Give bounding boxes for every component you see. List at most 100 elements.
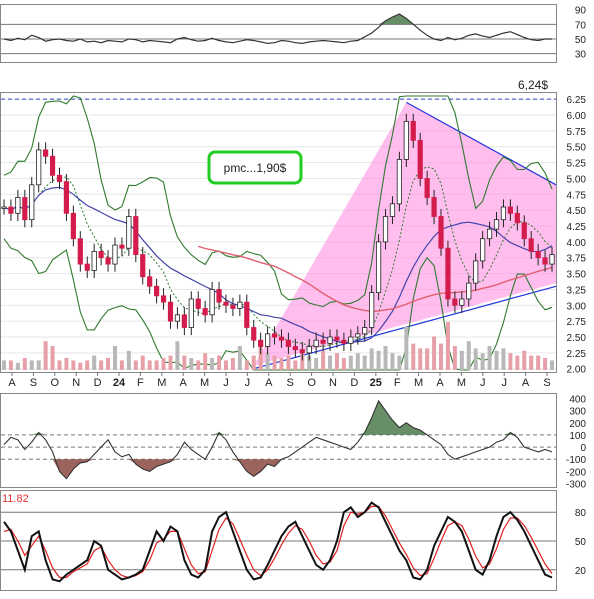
candle-body <box>264 333 271 347</box>
volume-bar <box>196 360 201 370</box>
candle-body <box>98 250 104 259</box>
candle-body <box>521 222 527 240</box>
volume-bar <box>383 346 388 370</box>
candle-body <box>147 276 153 287</box>
candle-body <box>84 263 90 271</box>
volume-bar <box>22 358 27 370</box>
volume-bar <box>425 348 430 370</box>
price-tick-label: 2.50 <box>567 333 587 344</box>
candle-body <box>369 292 375 328</box>
price-tick-label: 3.75 <box>567 254 587 265</box>
candle-body <box>216 289 222 303</box>
candle-body <box>174 314 181 322</box>
month-tick-label: F <box>394 377 401 389</box>
volume-bar <box>452 346 457 370</box>
cci-tick-label: 200 <box>569 419 586 430</box>
candle-body <box>334 336 340 341</box>
month-tick-label: M <box>414 377 423 389</box>
candle-body <box>29 184 35 221</box>
triangle-shaded-area <box>253 102 557 366</box>
volume-bar <box>244 360 249 370</box>
price-tick-label: 4.75 <box>567 190 587 201</box>
candle-body <box>181 314 187 328</box>
price-tick-label: 4.25 <box>567 222 587 233</box>
month-tick-label: N <box>72 377 80 389</box>
month-tick-label: F <box>137 377 144 389</box>
cci-tick-label: 400 <box>569 394 586 405</box>
candle-body <box>410 120 416 141</box>
candle-body <box>348 336 354 344</box>
candle-body <box>452 298 458 306</box>
volume-bar <box>189 358 194 370</box>
price-tick-label: 3.50 <box>567 270 587 281</box>
candle-body <box>1 206 7 209</box>
candle-body <box>209 289 215 316</box>
volume-bar <box>466 341 471 370</box>
price-tick-label: 4.50 <box>567 206 587 217</box>
volume-bar <box>418 348 423 370</box>
cci-tick-label: -300 <box>566 480 586 491</box>
volume-bar <box>376 350 381 370</box>
volume-bar <box>99 360 104 370</box>
candle-body <box>535 250 541 259</box>
volume-bar <box>543 358 548 370</box>
candle-body <box>514 212 520 224</box>
volume-bar <box>36 360 41 370</box>
candle-body <box>22 197 28 221</box>
stochastic-tick-label: 20 <box>575 566 587 577</box>
volume-bar <box>459 350 464 370</box>
volume-bar <box>529 355 534 370</box>
volume-bar <box>64 358 69 370</box>
month-tick-label: A <box>8 377 16 389</box>
volume-bar <box>78 362 83 370</box>
month-tick-label: J <box>480 377 486 389</box>
price-tick-label: 5.50 <box>567 143 587 154</box>
cci-tick-label: 300 <box>569 407 586 418</box>
month-tick-label: N <box>329 377 337 389</box>
candle-body <box>15 197 21 214</box>
volume-bar <box>203 353 208 370</box>
volume-bar <box>126 350 131 370</box>
candle-body <box>43 149 49 157</box>
month-axis: A S O N D 24 F M A M J J A S O N D 25 F M A M J J A S <box>8 372 551 389</box>
volume-bar <box>321 350 326 370</box>
stochastic-main-line <box>3 501 553 583</box>
candle-body <box>70 212 76 240</box>
candle-body <box>500 206 507 221</box>
volume-bar <box>279 358 284 370</box>
bollinger-upper-line <box>3 95 553 308</box>
month-tick-label: S <box>287 377 294 389</box>
price-tick-label: 5.25 <box>567 159 587 170</box>
candle-body <box>438 216 444 249</box>
candle-body <box>154 285 160 297</box>
volume-bar <box>154 360 159 370</box>
candle-body <box>542 257 548 265</box>
candle-body <box>528 238 534 252</box>
candle-body <box>105 257 111 265</box>
volume-bar <box>328 355 333 370</box>
candle-body <box>223 301 229 306</box>
volume-bar <box>147 360 152 370</box>
candle-body <box>278 336 285 341</box>
volume-bar <box>106 358 111 370</box>
volume-bar <box>133 360 138 370</box>
volume-bar <box>445 322 450 370</box>
volume-bar <box>362 355 367 370</box>
candle-body <box>63 181 70 214</box>
candle-body <box>251 327 257 341</box>
volume-bar <box>2 360 6 370</box>
month-tick-label: J <box>245 377 251 389</box>
volume-bar <box>175 341 180 370</box>
candle-body <box>320 339 326 344</box>
month-tick-label: S <box>30 377 37 389</box>
candle-body <box>91 250 97 271</box>
candle-body <box>375 241 382 294</box>
volume-bar <box>397 355 402 370</box>
candle-body <box>167 301 174 322</box>
volume-bar <box>314 358 319 370</box>
cci-tick-label: -100 <box>566 455 586 466</box>
rsi-panel: 90 70 50 30 <box>0 4 586 63</box>
volume-bar <box>501 348 506 370</box>
candle-body <box>403 120 409 160</box>
cci-negative-fill <box>4 459 552 479</box>
